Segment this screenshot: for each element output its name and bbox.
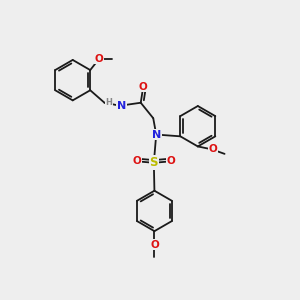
Text: O: O <box>95 54 103 64</box>
Text: N: N <box>117 101 126 111</box>
Text: H: H <box>105 98 112 106</box>
Text: O: O <box>167 156 176 166</box>
Text: S: S <box>150 156 158 169</box>
Text: O: O <box>150 239 159 250</box>
Text: O: O <box>208 144 217 154</box>
Text: O: O <box>132 156 141 166</box>
Text: O: O <box>139 82 148 92</box>
Text: N: N <box>152 130 161 140</box>
